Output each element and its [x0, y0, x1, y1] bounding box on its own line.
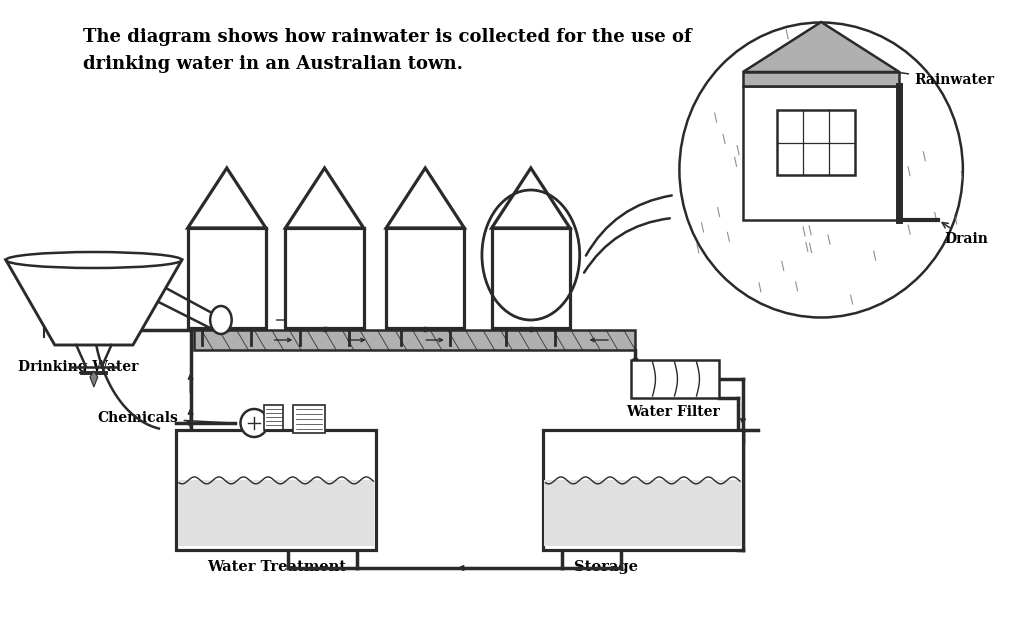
Polygon shape	[386, 168, 464, 228]
Text: Rainwater: Rainwater	[824, 63, 994, 87]
FancyBboxPatch shape	[176, 430, 376, 550]
Text: drinking water in an Australian town.: drinking water in an Australian town.	[83, 55, 463, 73]
Text: Drinking Water: Drinking Water	[17, 360, 138, 374]
Polygon shape	[90, 371, 98, 387]
Ellipse shape	[210, 306, 232, 334]
Text: Storage: Storage	[574, 560, 638, 574]
Text: Chemicals: Chemicals	[98, 411, 229, 425]
Polygon shape	[743, 22, 899, 72]
FancyBboxPatch shape	[264, 405, 284, 430]
FancyBboxPatch shape	[743, 72, 899, 86]
Polygon shape	[286, 168, 363, 228]
FancyBboxPatch shape	[178, 480, 374, 547]
Text: The diagram shows how rainwater is collected for the use of: The diagram shows how rainwater is colle…	[83, 28, 692, 46]
Polygon shape	[6, 260, 182, 345]
Polygon shape	[386, 228, 464, 328]
FancyBboxPatch shape	[631, 360, 718, 398]
Text: Drain: Drain	[942, 222, 988, 246]
Polygon shape	[743, 86, 899, 220]
FancyBboxPatch shape	[777, 110, 856, 175]
Text: Water Treatment: Water Treatment	[207, 560, 346, 574]
Polygon shape	[491, 168, 570, 228]
Ellipse shape	[6, 252, 182, 268]
Polygon shape	[188, 228, 266, 328]
FancyBboxPatch shape	[545, 480, 741, 547]
Text: Water Filter: Water Filter	[626, 405, 719, 419]
Polygon shape	[491, 228, 570, 328]
FancyBboxPatch shape	[543, 430, 743, 550]
Circle shape	[240, 409, 267, 437]
Polygon shape	[286, 228, 363, 328]
FancyBboxPatch shape	[194, 330, 636, 350]
Polygon shape	[188, 168, 266, 228]
FancyBboxPatch shape	[294, 405, 325, 433]
